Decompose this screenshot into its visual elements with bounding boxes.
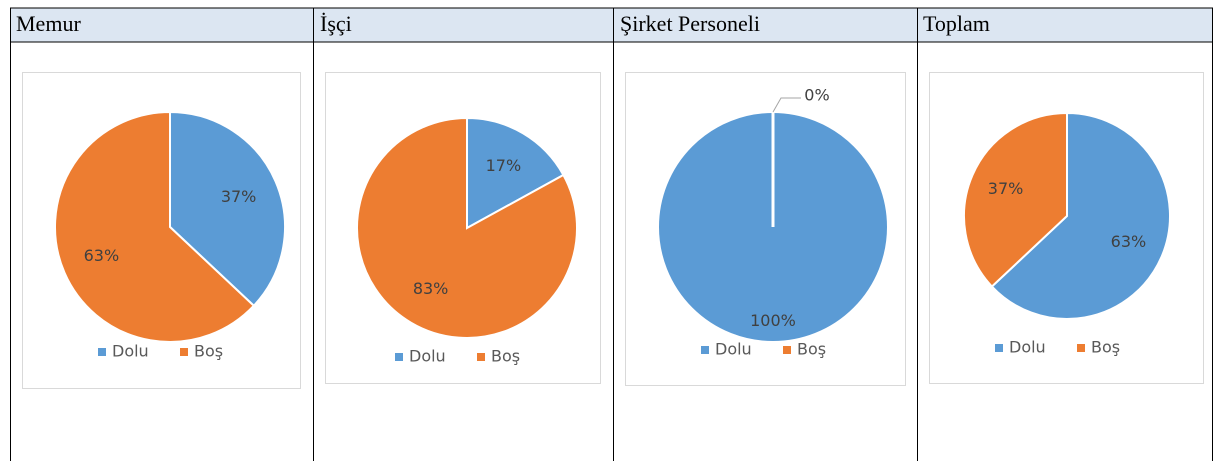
legend-swatch — [701, 346, 709, 354]
legend-label: Dolu — [715, 340, 752, 359]
legend-label: Dolu — [1009, 338, 1046, 357]
legend-swatch — [995, 344, 1003, 352]
data-label: 63% — [84, 246, 120, 265]
column-header: Şirket Personeli — [620, 11, 760, 36]
legend-label: Boş — [797, 340, 826, 359]
legend-label: Dolu — [112, 342, 149, 361]
data-label: 37% — [988, 179, 1024, 198]
data-label: 17% — [486, 156, 522, 175]
data-label: 37% — [221, 187, 257, 206]
legend-label: Boş — [194, 342, 223, 361]
legend-swatch — [477, 353, 485, 361]
data-label: 83% — [413, 279, 449, 298]
pie-slice — [356, 116, 578, 339]
pie-slice — [54, 110, 256, 343]
legend-swatch — [1077, 344, 1085, 352]
legend-swatch — [180, 348, 188, 356]
leader-line — [772, 97, 801, 113]
pie-slice — [963, 111, 1068, 288]
pie-slice — [990, 111, 1171, 320]
legend-label: Boş — [491, 347, 520, 366]
pie-slice — [466, 116, 565, 230]
data-label: 100% — [750, 311, 796, 330]
data-label: 63% — [1111, 232, 1147, 251]
column-header: Memur — [16, 11, 81, 36]
header-row — [10, 8, 1213, 42]
column-header: İşçi — [320, 11, 352, 36]
legend-swatch — [395, 353, 403, 361]
pie-slice — [169, 110, 286, 308]
data-label: 0% — [804, 86, 829, 105]
legend-swatch — [98, 348, 106, 356]
legend-label: Dolu — [409, 347, 446, 366]
column-header: Toplam — [923, 11, 990, 36]
legend-label: Boş — [1091, 338, 1120, 357]
table-borders — [10, 7, 1213, 461]
legend-swatch — [783, 346, 791, 354]
